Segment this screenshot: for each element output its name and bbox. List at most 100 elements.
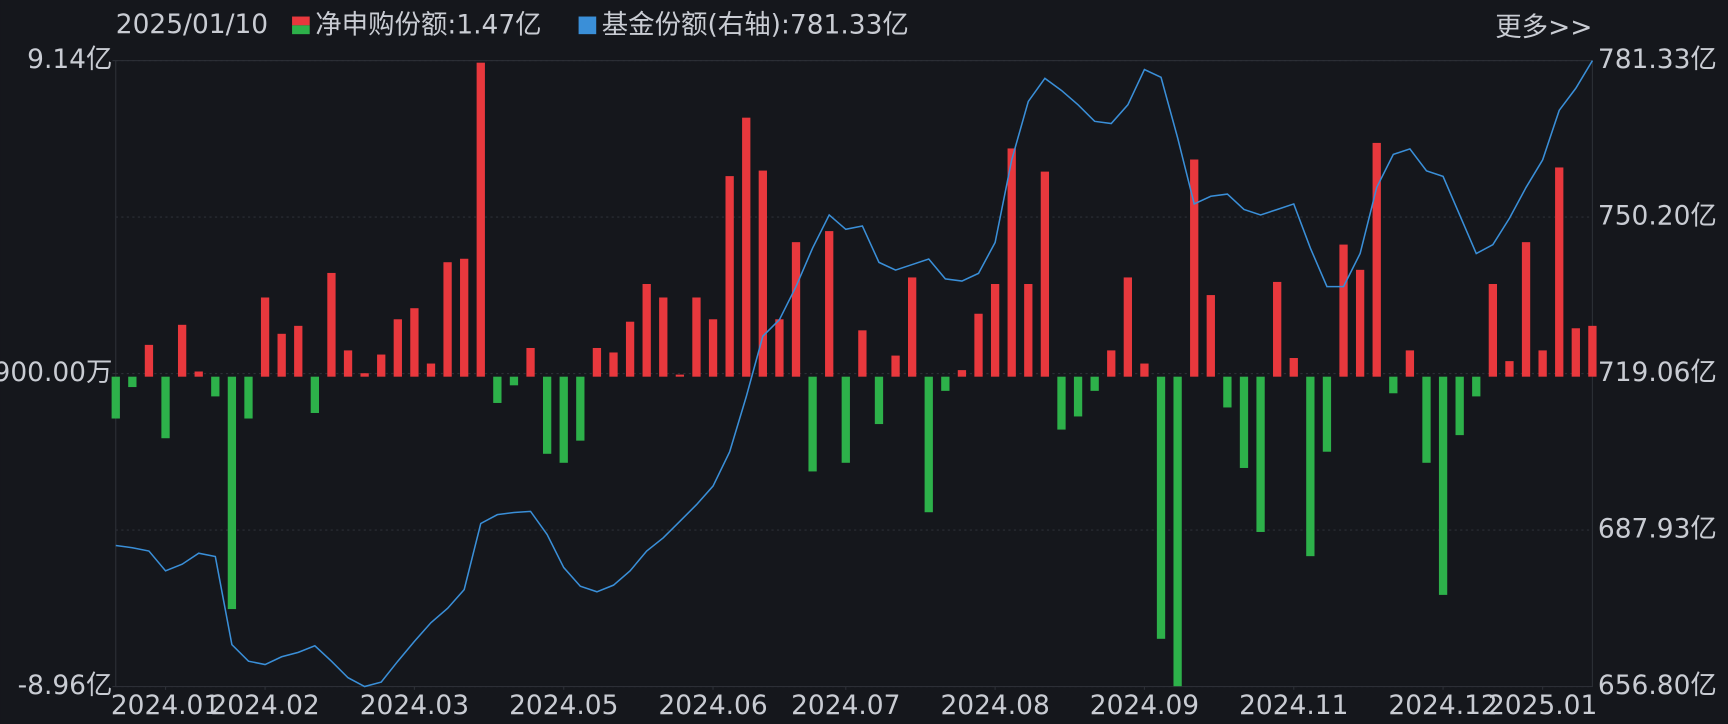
bar	[542, 376, 552, 454]
legend-swatch	[578, 16, 597, 35]
bar	[609, 352, 618, 377]
bar	[642, 284, 651, 377]
x-tick-label: 2024.05	[509, 690, 618, 721]
legend-entry: 净申购份额:1.47亿	[315, 9, 541, 40]
bar	[1405, 350, 1415, 377]
bar	[227, 376, 237, 610]
bar	[1223, 376, 1232, 408]
date: 2025/01/10	[116, 9, 268, 40]
y2-tick-label: 656.80亿	[1598, 670, 1717, 701]
bar	[708, 319, 718, 377]
x-tick-label: 2024.03	[360, 690, 469, 721]
bar	[410, 308, 419, 377]
x-tick-label: 2024.06	[658, 690, 767, 721]
more-link[interactable]: 更多>>	[1495, 12, 1592, 43]
legend-swatch-up	[292, 16, 310, 26]
bar	[559, 376, 568, 463]
bar	[1422, 376, 1431, 463]
bar	[343, 350, 353, 377]
bar	[576, 376, 585, 441]
legend-swatch-down	[292, 25, 310, 35]
bar	[128, 376, 137, 388]
bar	[1339, 244, 1348, 377]
bar	[1571, 328, 1580, 377]
bar	[277, 333, 286, 377]
legend-entry: 基金份额(右轴):781.33亿	[602, 9, 909, 40]
bar	[808, 376, 817, 472]
bar	[111, 376, 120, 419]
bar	[144, 344, 154, 377]
bar	[1190, 159, 1199, 377]
bar	[1505, 361, 1514, 377]
bar	[775, 319, 784, 377]
bar	[1455, 376, 1464, 436]
bar	[161, 376, 170, 439]
bar	[426, 363, 436, 377]
bar	[1355, 269, 1365, 377]
legend-value: :781.33亿	[781, 9, 909, 40]
bar	[874, 376, 884, 425]
bar	[377, 354, 386, 377]
bar	[1588, 325, 1597, 377]
bar	[260, 297, 270, 377]
bar	[592, 347, 602, 377]
bar	[526, 347, 535, 377]
bar	[194, 371, 203, 377]
bar	[1256, 376, 1265, 532]
bar	[1206, 295, 1215, 377]
line	[115, 60, 1594, 688]
bar	[1073, 376, 1083, 417]
legend-value: :1.47亿	[447, 9, 541, 40]
bar	[990, 284, 1000, 377]
x-tick-label: 2025.01	[1488, 690, 1597, 721]
bar	[244, 376, 253, 419]
bar	[327, 272, 336, 377]
legend-label: 净申购份额	[315, 9, 447, 40]
bar	[1472, 376, 1481, 397]
legend-label: 基金份额(右轴)	[602, 9, 781, 40]
y-tick-label: -8.96亿	[18, 670, 113, 701]
bar	[1306, 376, 1315, 557]
bar	[742, 117, 751, 377]
bar	[974, 313, 983, 377]
y-tick-label: 900.00万	[0, 357, 112, 388]
bar	[1156, 376, 1166, 639]
bar	[1322, 376, 1332, 452]
x-tick-label: 2024.11	[1239, 690, 1348, 721]
bar	[825, 231, 834, 377]
y2-tick-label: 687.93亿	[1598, 514, 1717, 545]
bar	[758, 170, 767, 377]
bar	[841, 376, 850, 463]
x-tick-label: 2024.08	[940, 690, 1049, 721]
bar	[891, 355, 900, 377]
bar	[310, 376, 320, 413]
bar	[1273, 281, 1282, 377]
bar	[791, 242, 801, 377]
bar	[1521, 242, 1531, 377]
bar	[725, 176, 734, 377]
bar	[692, 297, 701, 377]
y-tick-label: 9.14亿	[27, 44, 112, 75]
bar	[924, 376, 933, 513]
bar	[1239, 376, 1249, 468]
bar	[1107, 350, 1116, 377]
bar	[1090, 376, 1099, 391]
bar	[1024, 284, 1033, 377]
bar	[1289, 358, 1298, 377]
bar	[659, 297, 668, 377]
bar	[908, 277, 917, 377]
x-tick-label: 2024.09	[1090, 690, 1199, 721]
bar	[1438, 376, 1448, 595]
bar	[493, 376, 502, 403]
bar	[393, 319, 402, 377]
x-tick-label: 2024.02	[210, 690, 319, 721]
x-tick-label: 2024.01	[111, 690, 220, 721]
bar	[1173, 376, 1182, 687]
bar	[460, 258, 469, 377]
bar	[294, 325, 303, 377]
y2-tick-label: 719.06亿	[1598, 357, 1717, 388]
bar	[1140, 363, 1149, 377]
bar	[1555, 167, 1564, 377]
bar	[957, 370, 967, 377]
